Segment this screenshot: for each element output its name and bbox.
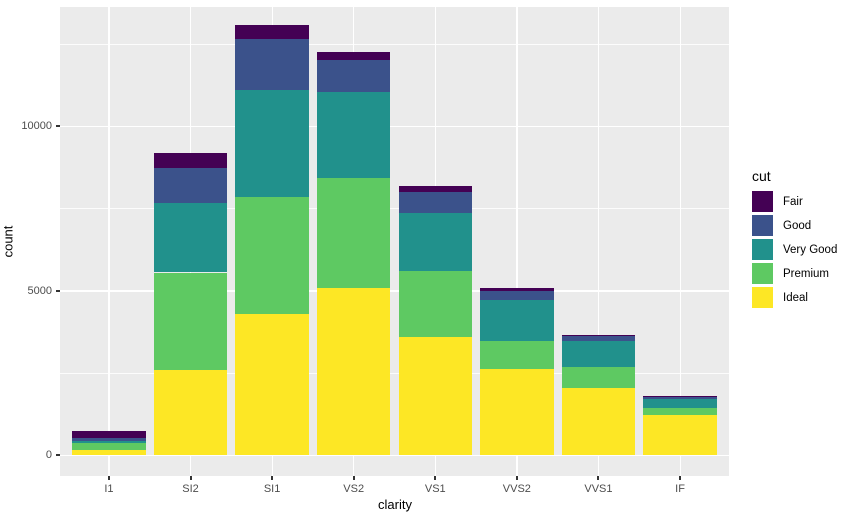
bar-segment-SI1-premium [235,196,309,315]
bar-segment-VVS1-very-good [561,341,636,368]
y-gridline-minor [60,372,729,374]
y-axis-title: count [0,225,16,258]
bar-segment-VS1-fair [398,186,472,192]
x-tick-VS2 [352,476,355,480]
bar-segment-SI2-premium [153,272,228,370]
bar-segment-IF-good [643,396,717,399]
bar-segment-IF-very-good [643,398,717,408]
x-tick-label-VVS2: VVS2 [502,483,531,495]
legend-item-ideal: Ideal [752,287,837,308]
y-tick-5000 [56,289,60,292]
bar-segment-VS2-fair [316,51,391,61]
x-gridline-major [516,7,518,476]
y-tick-label-10000: 10000 [21,120,52,132]
y-gridline-major [60,290,729,292]
y-tick-0 [56,454,60,456]
legend-title: cut [752,168,771,184]
bar-segment-VVS2-fair [480,288,554,291]
bar-segment-VS2-premium [316,177,391,289]
legend-key-swatch [752,287,773,308]
legend-item-fair: Fair [752,191,837,212]
bar-segment-VS1-good [398,191,472,214]
legend-label: Fair [783,195,803,208]
bar-segment-VS1-very-good [398,213,472,272]
x-tick-label-VS2: VS2 [343,483,365,495]
bar-segment-VS2-very-good [316,92,391,178]
bar-segment-SI2-fair [153,152,228,168]
x-tick-label-I1: I1 [104,483,114,495]
legend-label: Good [783,219,812,232]
legend-items: Fair Good Very Good Premium Ideal [752,191,837,308]
y-tick-label-0: 0 [45,449,52,461]
bar-segment-VVS2-very-good [480,300,554,341]
x-tick-IF [679,476,682,480]
x-tick-label-VVS1: VVS1 [584,483,613,495]
x-axis-title: clarity [378,497,412,512]
bar-segment-SI2-very-good [153,203,228,273]
bar-segment-VVS1-fair [561,334,636,336]
bar-segment-VVS2-ideal [480,369,554,455]
bar-segment-VS1-premium [398,271,472,337]
y-gridline-minor [60,43,729,45]
bar-segment-VS1-ideal [398,336,472,455]
bar-segment-SI1-very-good [235,89,309,197]
y-gridline-major [60,125,729,127]
bar-segment-I1-ideal [72,450,146,455]
bar-segment-IF-premium [643,407,717,416]
bar-segment-SI1-fair [235,25,309,39]
bar-segment-IF-ideal [643,415,717,455]
bar-segment-VS2-good [316,60,391,93]
bar-segment-SI2-good [153,167,228,204]
y-tick-label-5000: 5000 [27,284,52,297]
x-tick-VS1 [434,476,437,480]
x-gridline-major [679,7,681,476]
bar-segment-I1-premium [72,443,146,451]
bar-segment-VVS1-premium [561,367,636,388]
legend-label: Ideal [783,291,808,304]
y-gridline-major [60,454,729,456]
legend-key-swatch [752,239,773,260]
x-tick-SI2 [189,476,192,480]
bar-segment-SI1-ideal [235,314,309,455]
x-tick-label-VS1: VS1 [424,483,446,495]
legend-item-good: Good [752,215,837,236]
bar-segment-VVS2-premium [480,340,554,370]
legend-item-very-good: Very Good [752,239,837,260]
bar-segment-I1-good [72,437,146,441]
bar-segment-SI2-ideal [153,369,228,455]
bar-segment-VS2-ideal [316,288,391,455]
plot-panel [60,7,729,476]
x-tick-VVS2 [515,476,518,480]
x-tick-I1 [107,476,110,480]
legend-item-premium: Premium [752,263,837,284]
y-tick-10000 [56,125,60,127]
x-tick-SI1 [271,476,274,480]
x-tick-label-SI2: SI2 [182,483,199,495]
bar-segment-I1-very-good [72,440,146,444]
legend: cut Fair Good Very Good Premium Ideal [752,168,837,311]
bar-segment-VVS2-good [480,290,554,300]
x-tick-label-IF: IF [675,483,685,495]
x-gridline-major [597,7,600,476]
x-tick-VVS1 [597,476,600,480]
bar-segment-VVS1-good [561,335,636,342]
bar-segment-I1-fair [72,430,146,438]
legend-key-swatch [752,215,773,236]
legend-key-swatch [752,191,773,212]
x-tick-label-SI1: SI1 [263,483,281,495]
x-gridline-major [108,7,110,476]
bar-segment-VVS1-ideal [561,387,636,455]
y-gridline-minor [60,208,729,210]
bar-segment-SI1-good [235,38,309,90]
legend-key-swatch [752,263,773,284]
legend-label: Very Good [783,243,838,256]
legend-label: Premium [783,267,830,280]
